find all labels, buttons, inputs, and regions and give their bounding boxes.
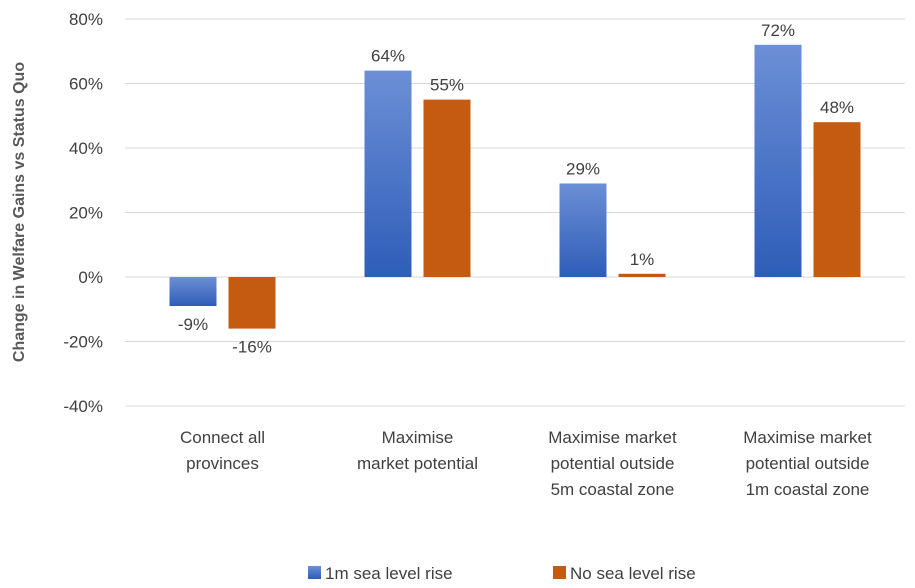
data-label: 55% [430,76,464,95]
x-category-label: potential outside [551,454,675,473]
y-tick-label: 60% [69,75,103,94]
legend: 1m sea level rise No sea level rise [308,564,696,583]
data-label: 48% [820,98,854,117]
x-category-label: market potential [357,454,478,473]
data-label: -9% [178,315,208,334]
x-category-label: potential outside [746,454,870,473]
y-axis-label: Change in Welfare Gains vs Status Quo [11,62,28,362]
x-category-label: provinces [186,454,259,473]
y-tick-label: 80% [69,10,103,29]
y-tick-label: -20% [63,333,103,352]
data-labels: -9% -16% 64% 55% 29% 1% 72% 48% [178,21,854,357]
bar-no-sea-level-rise-0 [228,277,276,329]
bar-sea-level-rise-1m-2 [559,183,607,277]
data-label: 64% [371,47,405,66]
data-label: 29% [566,159,600,178]
bar-no-sea-level-rise-3 [813,122,861,277]
bar-no-sea-level-rise-2 [618,273,666,277]
x-category-label: Connect all [180,428,265,447]
y-tick-label: 40% [69,139,103,158]
x-category-label: 5m coastal zone [551,480,675,499]
bar-sea-level-rise-1m-1 [364,70,412,277]
legend-label: 1m sea level rise [325,564,453,583]
x-category-label: Maximise market [548,428,677,447]
data-label: 72% [761,21,795,40]
legend-swatch [553,566,566,579]
data-label: 1% [630,250,655,269]
category-labels: Connect all provinces Maximise market poten… [180,428,872,499]
bar-sea-level-rise-1m-0 [169,277,217,307]
bars [169,44,861,329]
y-axis-tick-labels: -40% -20% 0% 20% 40% 60% 80% [63,10,103,416]
y-tick-label: 20% [69,204,103,223]
x-category-label: 1m coastal zone [746,480,870,499]
legend-label: No sea level rise [570,564,696,583]
bar-sea-level-rise-1m-3 [754,44,802,277]
legend-swatch [308,566,321,579]
data-label: -16% [232,338,272,357]
bar-no-sea-level-rise-1 [423,99,471,277]
y-tick-label: 0% [78,268,103,287]
x-category-label: Maximise market [743,428,872,447]
x-category-label: Maximise [382,428,454,447]
y-tick-label: -40% [63,397,103,416]
